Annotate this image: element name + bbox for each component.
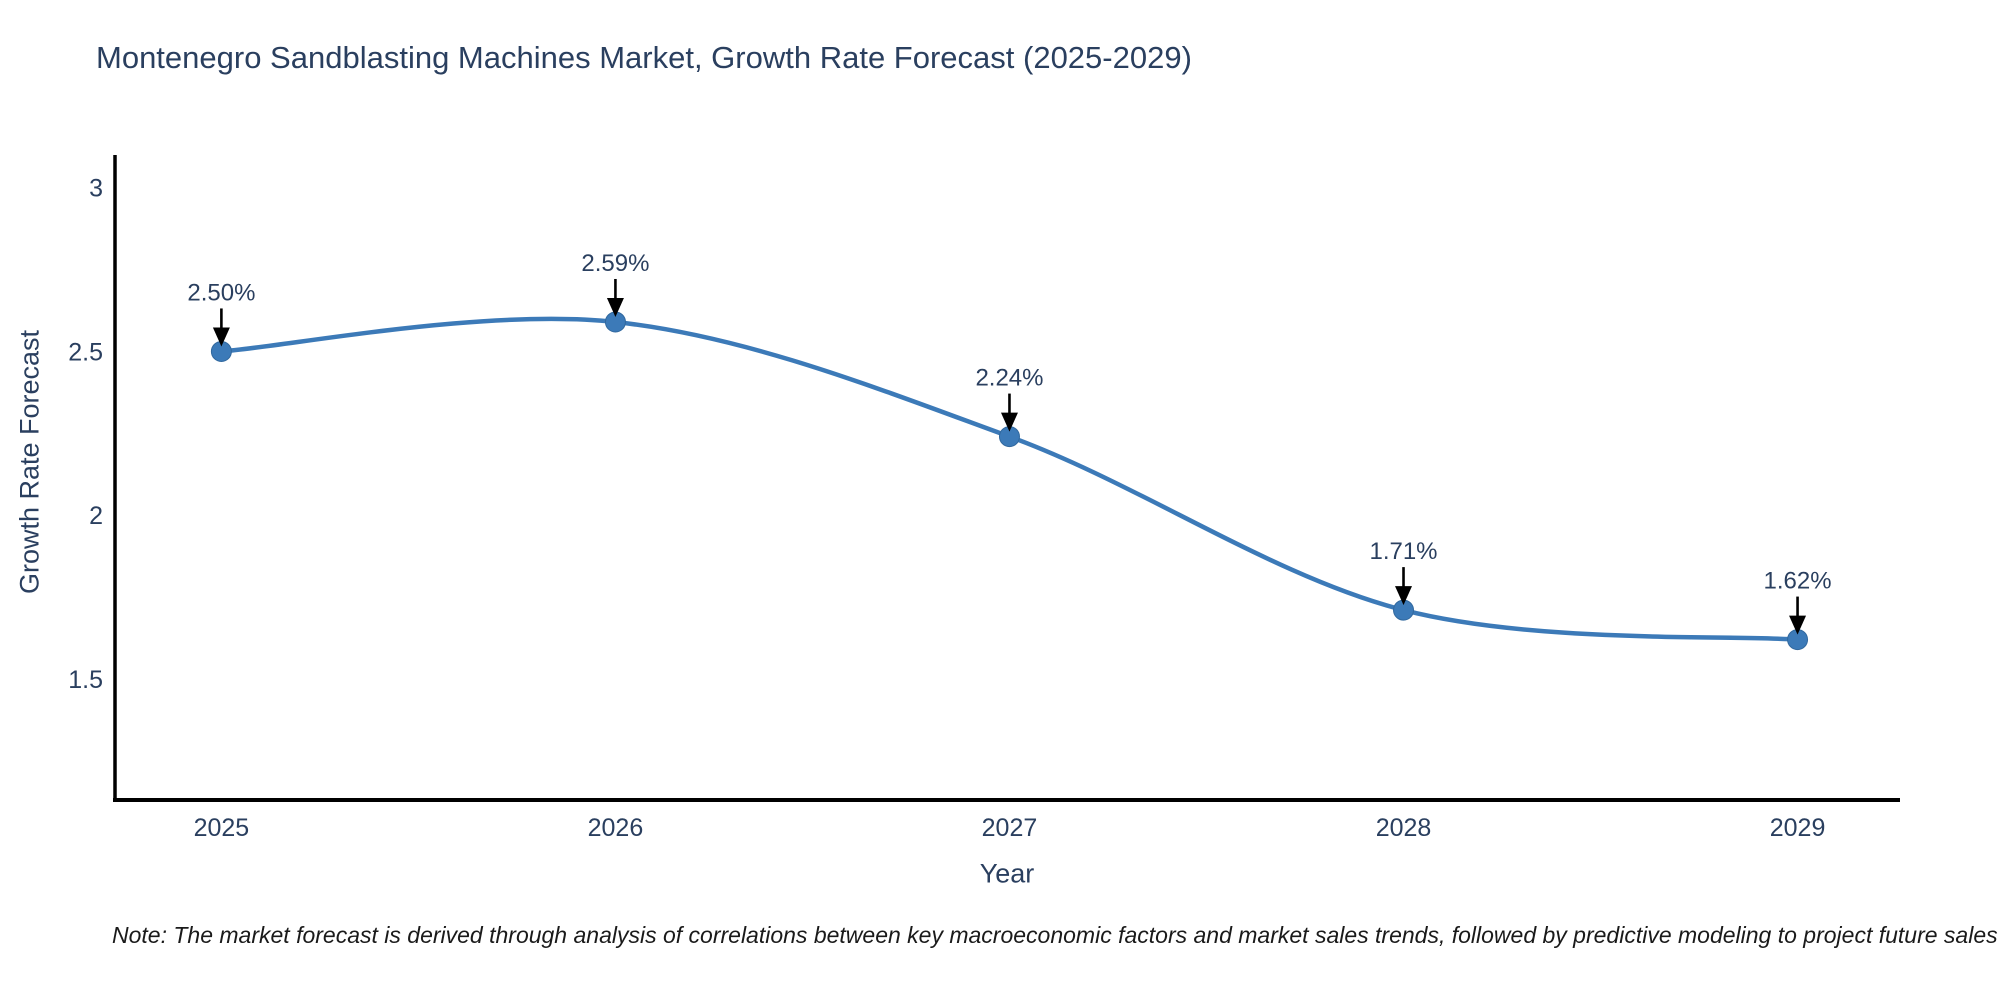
x-tick-2027: 2027 (982, 814, 1038, 842)
x-axis-title: Year (979, 858, 1035, 889)
annotation-2028: 1.71% (1369, 538, 1437, 565)
x-tick-2026: 2026 (588, 814, 644, 842)
annotation-arrowhead-2027 (1000, 412, 1018, 432)
x-tick-2029: 2029 (1770, 814, 1826, 842)
annotation-arrowhead-2028 (1395, 586, 1413, 606)
chart-title: Montenegro Sandblasting Machines Market,… (96, 40, 1192, 75)
y-tick-3: 3 (89, 175, 103, 203)
y-tick-1.5: 1.5 (68, 666, 103, 694)
annotation-2025: 2.50% (187, 279, 255, 306)
x-tick-2025: 2025 (194, 814, 250, 842)
annotation-arrowhead-2029 (1789, 615, 1807, 635)
y-tick-2: 2 (89, 502, 103, 530)
chart-footnote: Note: The market forecast is derived thr… (112, 922, 1998, 948)
x-tick-2028: 2028 (1376, 814, 1432, 842)
annotation-arrowhead-2026 (606, 297, 624, 317)
y-tick-2.5: 2.5 (68, 338, 103, 366)
annotation-2026: 2.59% (581, 250, 649, 277)
annotation-2029: 1.62% (1764, 568, 1832, 595)
annotation-2027: 2.24% (975, 365, 1043, 392)
annotation-arrowhead-2025 (212, 327, 230, 347)
